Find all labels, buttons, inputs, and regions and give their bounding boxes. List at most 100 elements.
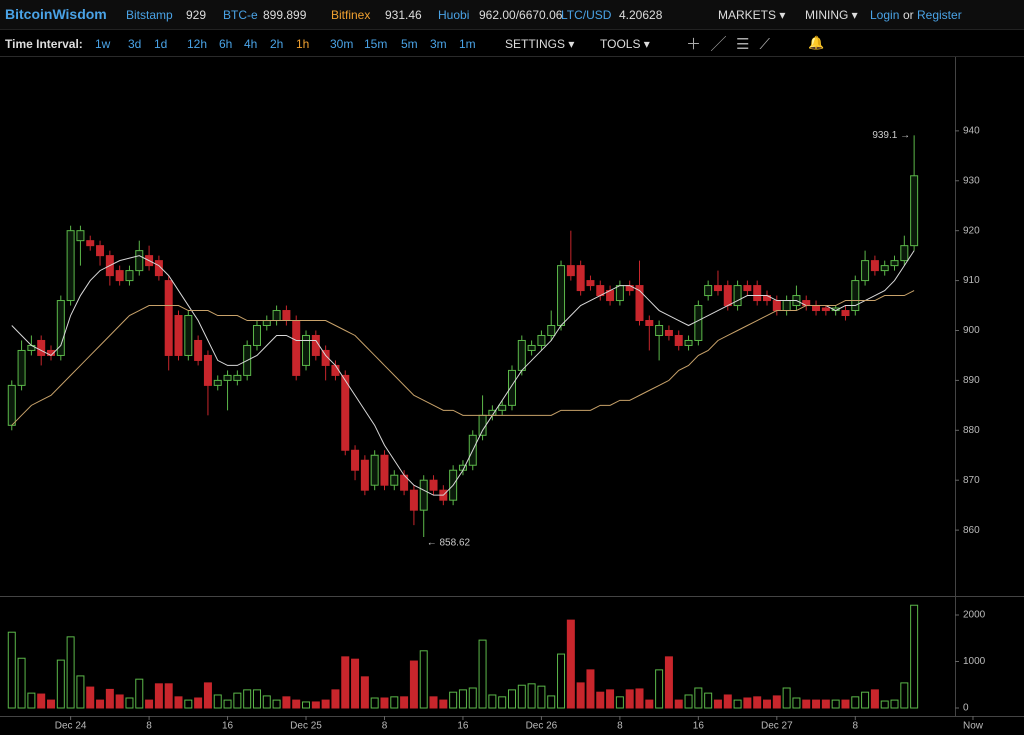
volume-bar [488,694,497,709]
candle-body [341,374,350,451]
candle-body [135,250,144,272]
ticker-price: 929 [186,8,207,22]
candle-body [429,479,438,491]
x-tick-label: Dec 25 [290,721,322,732]
y-tick-label: 930 [963,175,980,186]
interval-label: Time Interval: [5,37,83,51]
interval[interactable]: 4h [244,37,258,51]
volume-bar [66,636,75,709]
volume-bar [458,689,467,709]
volume-bar [635,688,644,709]
volume-bar [645,699,654,709]
candle-body [292,320,301,376]
candle-body [713,285,722,292]
volume-bar [772,695,781,709]
volume-bar [154,683,163,709]
volume-bar [86,686,95,709]
candle-body [351,449,360,471]
candle-body [223,374,232,381]
menu-label: MARKETS [718,8,777,22]
interval[interactable]: 1h [296,37,310,51]
candle-body [194,339,203,361]
volume-bar [753,696,762,709]
interval[interactable]: 12h [187,37,208,51]
login[interactable]: Login [870,8,900,22]
volume-bar [468,687,477,709]
candle-body [557,265,566,327]
candle-body [733,285,742,307]
candle-body [547,325,556,336]
candle-body [900,245,909,262]
interval[interactable]: 1d [154,37,168,51]
volume-bar [507,689,516,709]
interval[interactable]: 15m [364,37,388,51]
candle-body [203,354,212,386]
candle-body [86,240,95,247]
volume-bar [743,697,752,709]
ticker-price: 962.00/6670.06 [479,8,563,22]
volume-bar [135,678,144,709]
volume-bar [105,688,114,709]
interval[interactable]: 30m [330,37,354,51]
volume-bar [203,682,212,709]
ticker-name[interactable]: Bitstamp [126,8,173,22]
volume-bar [566,619,575,709]
candle-body [409,489,418,511]
ticker-price: 931.46 [385,8,422,22]
volume-bar [47,699,56,709]
interval[interactable]: 6h [219,37,233,51]
menu[interactable]: MARKETS ▾ [718,8,786,22]
ticker-name[interactable]: LTC/USD [561,8,612,22]
y-tick-label: 880 [963,425,980,436]
candle-body [586,280,595,287]
menu[interactable]: TOOLS ▾ [600,37,650,51]
volume-bar [409,660,418,709]
brand[interactable]: BitcoinWisdom [5,6,107,22]
interval[interactable]: 1m [459,37,476,51]
candle-body [302,334,311,366]
interval[interactable]: 3m [430,37,447,51]
candle-body [841,310,850,317]
alert-icon[interactable]: 🔔 [808,35,825,50]
volume-bar [243,689,252,709]
menu[interactable]: SETTINGS ▾ [505,37,575,51]
volume-bar [400,696,409,709]
volume-bar [910,604,919,709]
y-tick-label: 910 [963,275,980,286]
register[interactable]: Register [917,8,962,22]
interval[interactable]: 5m [401,37,418,51]
volume-bar [272,699,281,709]
candle-body [154,260,163,277]
candle-body [56,300,65,356]
volume-bar [802,699,811,709]
volume-bar [262,695,271,709]
candle-body [272,310,281,322]
interval[interactable]: 3d [128,37,142,51]
candle-body [576,265,585,292]
ticker-name[interactable]: Huobi [438,8,470,22]
candle-body [252,325,261,346]
candle-body [115,270,124,282]
menu[interactable]: MINING ▾ [805,8,858,22]
ticker-name[interactable]: BTC-e [223,8,258,22]
volume-bar [890,699,899,709]
volume-bar [439,699,448,709]
candle-body [17,349,26,386]
candle-body [380,454,389,486]
volume-bar [125,697,134,709]
candle-body [743,285,752,292]
volume-bar [145,699,154,709]
candle-body [861,260,870,282]
volume-bar [821,699,830,709]
candle-body [910,175,919,247]
drawing-tools[interactable]: ＋╱☰⟋ [686,36,780,53]
volume-bar [557,653,566,709]
ticker-name[interactable]: Bitfinex [331,8,371,22]
volume-bar [870,689,879,709]
candle-body [331,364,340,376]
volume-bar [498,696,507,709]
volume-bar [684,694,693,709]
candle-body [7,384,16,426]
interval[interactable]: 1w [95,37,111,51]
interval[interactable]: 2h [270,37,284,51]
